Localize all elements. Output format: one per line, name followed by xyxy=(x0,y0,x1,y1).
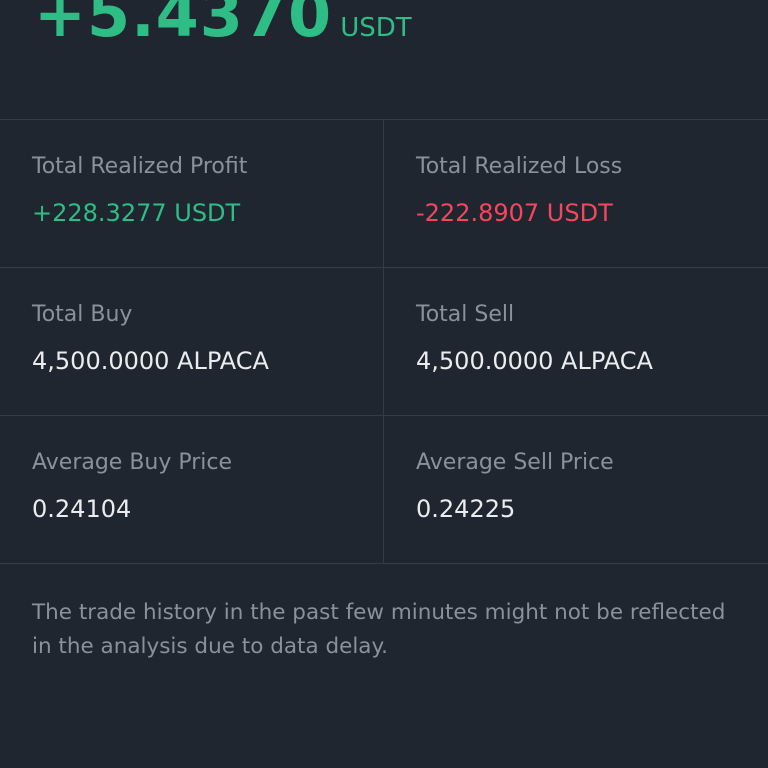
stat-average-buy-price: Average Buy Price 0.24104 xyxy=(0,416,384,563)
stats-row: Total Buy 4,500.0000 ALPACA Total Sell 4… xyxy=(0,268,768,416)
stat-total-buy: Total Buy 4,500.0000 ALPACA xyxy=(0,268,384,415)
stat-value: 0.24225 xyxy=(416,495,516,523)
stat-value: +228.3277 USDT xyxy=(32,199,241,227)
stat-average-sell-price: Average Sell Price 0.24225 xyxy=(384,416,768,563)
stat-total-realized-loss: Total Realized Loss -222.8907 USDT xyxy=(384,120,768,267)
stats-row: Average Buy Price 0.24104 Average Sell P… xyxy=(0,416,768,564)
stat-label: Average Sell Price xyxy=(416,450,614,475)
stat-label: Average Buy Price xyxy=(32,450,233,475)
stat-value: -222.8907 USDT xyxy=(416,199,613,227)
stat-value: 0.24104 xyxy=(32,495,132,523)
pnl-unit: USDT xyxy=(340,13,412,43)
stat-total-sell: Total Sell 4,500.0000 ALPACA xyxy=(384,268,768,415)
stat-value: 4,500.0000 ALPACA xyxy=(416,347,653,375)
stat-label: Total Sell xyxy=(416,302,515,327)
stat-total-realized-profit: Total Realized Profit +228.3277 USDT xyxy=(0,120,384,267)
stats-grid: Total Realized Profit +228.3277 USDT Tot… xyxy=(0,119,768,564)
stat-label: Total Realized Loss xyxy=(416,154,623,179)
pnl-value: +5.4370 xyxy=(34,0,333,51)
stat-label: Total Realized Profit xyxy=(32,154,248,179)
stats-row: Total Realized Profit +228.3277 USDT Tot… xyxy=(0,120,768,268)
total-pnl: +5.4370 USDT xyxy=(34,0,412,51)
data-delay-note: The trade history in the past few minute… xyxy=(32,600,726,659)
stat-value: 4,500.0000 ALPACA xyxy=(32,347,269,375)
stat-label: Total Buy xyxy=(32,302,133,327)
